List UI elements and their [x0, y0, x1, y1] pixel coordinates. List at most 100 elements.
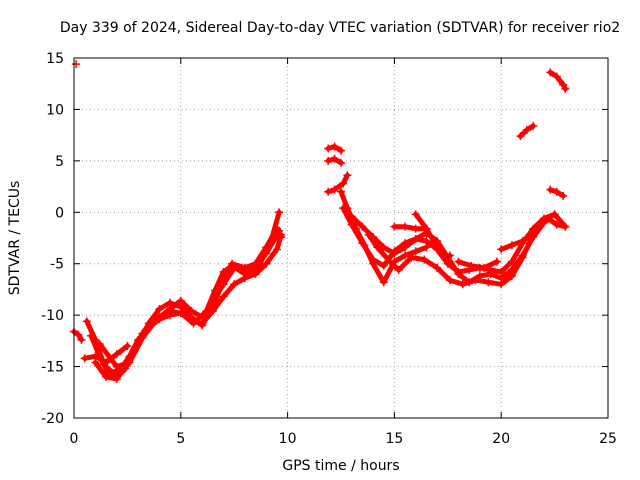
- data-point: [497, 267, 506, 276]
- data-point: [228, 261, 237, 270]
- data-point: [539, 216, 548, 225]
- y-tick-label: 10: [46, 102, 64, 118]
- data-point: [74, 330, 83, 339]
- series-arc-j: [324, 171, 352, 196]
- data-point: [441, 255, 450, 264]
- grid: [74, 58, 608, 418]
- series-trace: [92, 226, 284, 382]
- y-tick-label: -15: [41, 360, 64, 376]
- data-point: [407, 253, 416, 262]
- data-point: [433, 243, 442, 252]
- series-arc-i: [324, 154, 345, 167]
- series-arc-a: [72, 60, 81, 69]
- x-axis-label: GPS time / hours: [282, 458, 399, 474]
- data-point: [550, 210, 559, 219]
- data-point: [443, 259, 452, 268]
- data-point: [339, 204, 348, 213]
- y-tick-label: 15: [46, 51, 64, 67]
- series-arc-h: [324, 142, 345, 155]
- data-point: [138, 333, 147, 342]
- data-point: [324, 156, 333, 165]
- series-arc-u: [546, 185, 568, 200]
- plot-area: [70, 60, 570, 383]
- data-point: [82, 317, 91, 326]
- y-tick-label: -20: [41, 411, 64, 427]
- data-point: [433, 263, 442, 272]
- series-trace: [340, 205, 547, 285]
- data-point: [189, 319, 198, 328]
- data-point: [492, 257, 501, 266]
- data-point: [219, 267, 228, 276]
- data-point: [330, 142, 339, 151]
- data-point: [516, 132, 525, 141]
- data-point: [552, 187, 561, 196]
- data-point: [561, 84, 570, 93]
- y-tick-labels: -20 -15 -10 -5 0 5 10 15: [41, 51, 64, 427]
- data-point: [347, 212, 356, 221]
- data-point: [401, 251, 410, 260]
- y-tick-label: -10: [41, 308, 64, 324]
- data-point: [337, 187, 345, 196]
- series-arc-b: [70, 327, 86, 344]
- data-point: [324, 144, 333, 153]
- data-point: [262, 259, 271, 268]
- x-tick-label: 15: [385, 431, 403, 447]
- data-point: [467, 261, 476, 270]
- series-trace: [456, 259, 500, 271]
- data-point: [369, 255, 378, 264]
- x-tick-label: 20: [492, 431, 510, 447]
- data-point: [422, 237, 431, 246]
- data-point: [240, 270, 249, 278]
- data-point: [552, 220, 561, 229]
- plot-frame: [73, 57, 609, 419]
- data-point: [198, 321, 207, 330]
- data-point: [166, 298, 175, 307]
- data-point: [330, 154, 339, 163]
- data-point: [561, 222, 570, 231]
- series-trace: [97, 209, 282, 370]
- data-point: [219, 292, 228, 301]
- data-point: [546, 185, 555, 194]
- data-point: [112, 350, 121, 359]
- data-point: [552, 72, 561, 81]
- data-point: [112, 362, 121, 371]
- data-point: [358, 222, 367, 231]
- data-point: [337, 146, 345, 155]
- data-point: [102, 372, 111, 381]
- data-point: [507, 257, 516, 266]
- data-point: [202, 307, 211, 316]
- data-point: [454, 267, 463, 276]
- data-point: [411, 247, 420, 256]
- data-point: [330, 185, 339, 194]
- data-point: [484, 278, 493, 287]
- data-point: [80, 354, 89, 363]
- data-point: [112, 374, 121, 383]
- data-point: [277, 232, 286, 241]
- data-point: [411, 210, 420, 219]
- data-point: [546, 68, 555, 77]
- y-axis-label: SDTVAR / TECUs: [7, 181, 23, 296]
- data-point: [343, 171, 352, 180]
- data-point: [373, 243, 382, 252]
- data-point: [176, 309, 185, 318]
- x-tick-label: 10: [279, 431, 297, 447]
- data-point: [253, 263, 262, 272]
- data-point: [358, 239, 367, 248]
- data-point: [163, 307, 172, 316]
- data-point: [497, 245, 506, 254]
- series-trace: [325, 172, 350, 195]
- data-point: [91, 358, 100, 367]
- data-point: [230, 280, 239, 289]
- data-point: [458, 280, 467, 289]
- data-point: [559, 80, 568, 89]
- data-point: [390, 222, 399, 231]
- data-point: [210, 286, 219, 295]
- x-tick-label: 25: [599, 431, 617, 447]
- data-point: [445, 251, 454, 260]
- data-point: [507, 241, 516, 250]
- x-tick-labels: 0 5 10 15 20 25: [70, 431, 617, 447]
- data-point: [364, 230, 373, 239]
- data-point: [266, 239, 275, 248]
- y-tick-label: 5: [55, 154, 64, 170]
